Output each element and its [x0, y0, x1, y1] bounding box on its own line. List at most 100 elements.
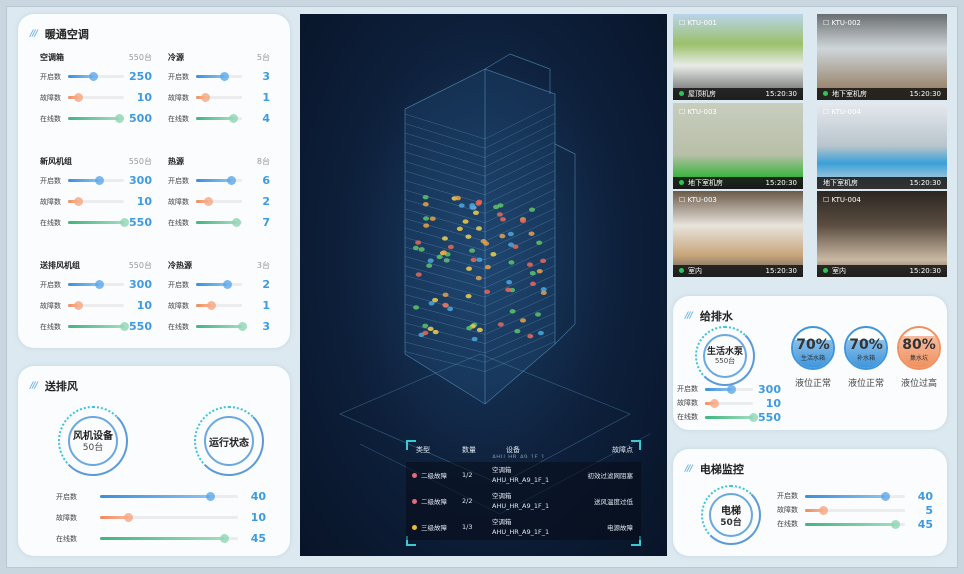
metric-value: 500: [129, 112, 152, 125]
camera-time: 15:20:30: [765, 90, 797, 98]
hvac-group[interactable]: 冷源 5台 开启数 3 故障数 1 在线数 4: [168, 52, 270, 129]
floor-line: [404, 331, 556, 363]
col-device-label: 设备: [506, 446, 520, 454]
metric-label: 在线数: [168, 114, 189, 123]
metric-bar: [196, 114, 242, 123]
sensor-dot: [422, 323, 429, 329]
fan-device-gauge: 风机设备 50台: [58, 406, 128, 476]
bar-knob: [709, 398, 719, 408]
sensor-dot: [529, 207, 536, 212]
metric-label: 开启数: [677, 385, 698, 393]
hvac-group[interactable]: 热源 8台 开启数 6 故障数 2 在线数 7: [168, 156, 270, 233]
pump-label: 生活水泵: [706, 347, 743, 357]
building-3d-view[interactable]: 类型 数量 设备 AHU_HR_A9_1F_1 故障点 二级故障 1/2 空调箱 A…: [300, 14, 667, 556]
online-dot: [823, 268, 828, 273]
camera-feed[interactable]: ☐ KTU-003 室内 15:20:30: [673, 191, 803, 277]
title-bars-icon: ///: [685, 311, 693, 321]
group-total: 3台: [256, 261, 270, 270]
floor-line: [404, 132, 556, 168]
group-name: 新风机组: [40, 157, 72, 166]
metric-value: 3: [262, 320, 270, 333]
floor-line: [404, 170, 556, 205]
fault-level: 三级故障: [421, 524, 447, 532]
metric-row: 在线数 4: [168, 108, 270, 129]
sensor-dot: [508, 242, 515, 247]
metric-bar: [196, 218, 242, 227]
frame-corner: [631, 536, 641, 546]
sensor-dot: [415, 272, 422, 277]
hvac-group[interactable]: 新风机组 550台 开启数 300 故障数 10 在线数 550: [40, 156, 152, 233]
hvac-panel: /// 暖通空调 空调箱 550台 开启数 250 故障数 10 在线数 500 冷…: [18, 14, 290, 348]
metric-row: 在线数 45: [56, 528, 266, 549]
sensor-dot: [484, 264, 491, 270]
hvac-group[interactable]: 送排风机组 550台 开启数 300 故障数 10 在线数 550: [40, 260, 152, 337]
camera-feed[interactable]: ☐ KTU-002 地下室机房 15:20:30: [817, 14, 947, 100]
metric-label: 开启数: [56, 492, 77, 501]
metric-label: 故障数: [168, 301, 189, 310]
group-name: 空调箱: [40, 53, 64, 62]
fault-device-code: AHU_HR_A9_1F_1: [492, 502, 550, 510]
floor-line: [404, 246, 556, 279]
fault-level-dot: [412, 525, 417, 530]
water-tank-gauge[interactable]: 70% 补水箱: [844, 326, 888, 370]
camera-id: KTU-004: [831, 108, 861, 116]
sensor-dot: [422, 194, 429, 200]
camera-feed[interactable]: ☐ KTU-001 屋顶机房 15:20:30: [673, 14, 803, 100]
fault-row[interactable]: 二级故障 2/2 空调箱 AHU_HR_A9_1F_1 送风温度过低: [406, 488, 641, 514]
fan-device-label: 风机设备: [73, 431, 113, 442]
water-tank-gauge[interactable]: 80% 集水坑: [897, 326, 941, 370]
online-dot: [679, 268, 684, 273]
metric-value: 2: [262, 278, 270, 291]
metric-bar: [705, 412, 758, 422]
metric-value: 250: [129, 70, 152, 83]
camera-location: 地下室机房: [688, 179, 723, 187]
hvac-group[interactable]: 冷热源 3台 开启数 2 故障数 1 在线数 3: [168, 260, 270, 337]
elevator-gauge: 电梯 50台: [701, 485, 761, 545]
metric-label: 开启数: [40, 280, 61, 289]
sensor-dot: [508, 260, 515, 265]
sensor-dot: [441, 236, 448, 241]
sensor-dot: [428, 301, 435, 306]
fault-level: 二级故障: [421, 472, 447, 480]
camera-feed[interactable]: ☐ KTU-004 室内 15:20:30: [817, 191, 947, 277]
bar-knob: [89, 72, 99, 81]
bar-knob: [201, 93, 211, 102]
metric-value: 5: [925, 503, 933, 517]
bar-knob: [749, 412, 758, 422]
camera-feed[interactable]: ☐ KTU-003 地下室机房 15:20:30: [673, 103, 803, 189]
elevator-label: 电梯: [721, 506, 741, 517]
fault-count: 1/2: [462, 471, 473, 479]
metric-bar: [68, 93, 124, 102]
bar-knob: [207, 301, 217, 310]
hvac-group[interactable]: 空调箱 550台 开启数 250 故障数 10 在线数 500: [40, 52, 152, 129]
group-total: 8台: [256, 157, 270, 166]
metric-row: 在线数 3: [168, 316, 270, 337]
metric-row: 故障数 10: [56, 507, 266, 528]
col-device: 设备 AHU_HR_A9_1F_1: [492, 445, 572, 458]
metric-label: 故障数: [168, 197, 189, 206]
camera-icon: ☐: [679, 196, 686, 204]
fault-row[interactable]: 三级故障 1/3 空调箱 AHU_HR_A9_1F_1 电源故障: [406, 514, 641, 540]
floor-line: [404, 341, 556, 372]
metric-value: 300: [129, 278, 152, 291]
sensor-dot: [423, 216, 430, 221]
metric-label: 开启数: [40, 72, 61, 81]
metric-row: 开启数 2: [168, 274, 270, 295]
water-tank-gauge[interactable]: 70% 生活水箱: [791, 326, 835, 370]
camera-feed[interactable]: ☐ KTU-004 地下室机房 15:20:30: [817, 103, 947, 189]
metric-bar: [100, 534, 238, 543]
ventilation-title: 送排风: [44, 380, 78, 393]
floor-line: [404, 217, 556, 251]
sensor-dot: [469, 203, 476, 208]
fault-row[interactable]: 二级故障 1/2 空调箱 AHU_HR_A9_1F_1 初效过滤网阻塞: [406, 462, 641, 488]
sensor-dot: [476, 257, 483, 263]
fault-device: 空调箱: [492, 518, 512, 526]
sensor-dot: [423, 223, 430, 228]
metric-label: 开启数: [168, 176, 189, 185]
bar-knob: [226, 176, 236, 185]
metric-value: 300: [129, 174, 152, 187]
run-status-gauge[interactable]: 运行状态: [194, 406, 264, 476]
online-dot: [679, 91, 684, 96]
camera-time: 15:20:30: [765, 267, 797, 275]
sensor-dot: [529, 271, 536, 276]
